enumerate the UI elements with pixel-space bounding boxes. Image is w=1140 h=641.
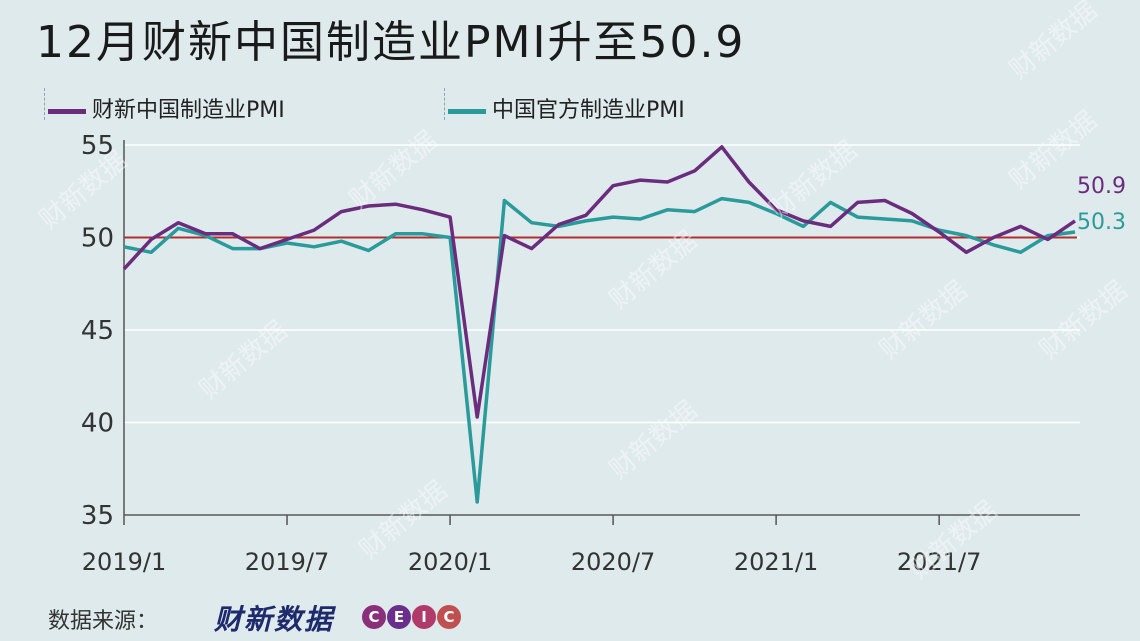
y-tick-label: 35	[81, 501, 114, 531]
ceic-logo-c2: C	[437, 605, 461, 629]
brand-logo: 财新数据	[214, 603, 335, 636]
x-tick-label: 2020/7	[571, 548, 655, 576]
x-tick-label: 2019/7	[245, 548, 329, 576]
legend-label-official: 中国官方制造业PMI	[492, 98, 685, 123]
ceic-logo-c1: C	[362, 605, 386, 629]
ceic-logo-i: I	[412, 605, 436, 629]
series-line-caixin	[122, 145, 1076, 419]
legend-swatch-caixin	[48, 108, 86, 114]
legend-item-official: 中国官方制造业PMI	[444, 88, 685, 124]
y-tick-label: 55	[81, 131, 114, 161]
x-tick-label: 2021/7	[897, 548, 981, 576]
x-tick-label: 2019/1	[82, 548, 166, 576]
ceic-logo-e: E	[387, 605, 411, 629]
y-tick-label: 45	[81, 316, 114, 346]
page-title: 12月财新中国制造业PMI升至50.9	[36, 17, 746, 68]
series-line-official	[123, 196, 1076, 504]
legend-swatch-official	[448, 108, 486, 114]
end-label-official: 50.3	[1077, 210, 1126, 235]
x-tick-label: 2021/1	[734, 548, 818, 576]
y-tick-label: 50	[81, 224, 114, 254]
legend-label-caixin: 财新中国制造业PMI	[92, 98, 285, 123]
y-tick-label: 40	[81, 409, 114, 439]
legend-item-caixin: 财新中国制造业PMI	[44, 88, 285, 124]
source-label: 数据来源：	[48, 609, 159, 634]
x-tick-label: 2020/1	[408, 548, 492, 576]
end-label-caixin: 50.9	[1077, 174, 1126, 199]
